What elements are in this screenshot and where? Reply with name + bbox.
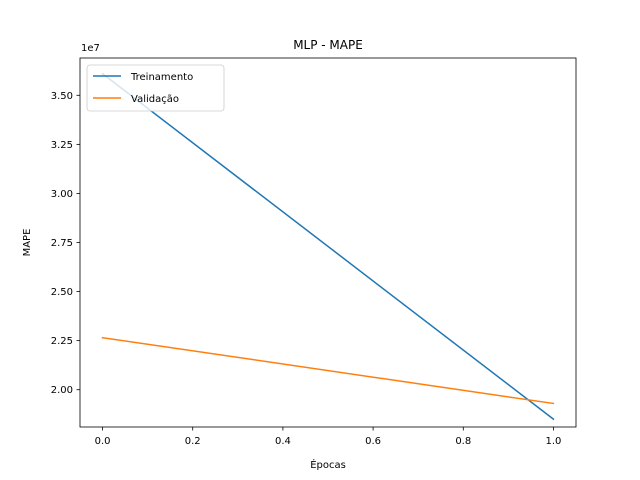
y-tick-label: 3.00 [51, 189, 73, 200]
x-tick-label: 0.2 [185, 436, 201, 447]
x-axis-label: Épocas [310, 458, 346, 471]
y-tick-label: 3.50 [51, 91, 73, 102]
y-tick-label: 2.50 [51, 287, 73, 298]
x-axis-ticks: 0.0 0.2 0.4 0.6 0.8 1.0 [95, 427, 562, 447]
x-tick-label: 0.8 [455, 436, 471, 447]
y-tick-label: 2.75 [51, 238, 73, 249]
legend-box [86, 64, 225, 112]
x-tick-label: 0.0 [95, 436, 111, 447]
legend: Treinamento Validação [86, 64, 225, 112]
y-axis-offset-text: 1e7 [81, 43, 100, 54]
y-tick-label: 2.25 [51, 336, 73, 347]
x-tick-label: 0.6 [365, 436, 381, 447]
legend-label-1: Treinamento [130, 72, 193, 83]
series-line-1 [101, 72, 555, 421]
x-tick-label: 1.0 [546, 436, 562, 447]
y-tick-label: 2.00 [51, 385, 73, 396]
series-layer [101, 72, 555, 421]
x-tick-label: 0.4 [275, 436, 291, 447]
legend-label-2: Validação [131, 94, 179, 105]
y-axis-ticks: 2.00 2.25 2.50 2.75 3.00 3.25 3.50 [51, 91, 80, 396]
chart-title: MLP - MAPE [293, 38, 363, 52]
series-line-2 [101, 336, 555, 405]
y-tick-label: 3.25 [51, 140, 73, 151]
y-axis-label: MAPE [22, 229, 33, 257]
